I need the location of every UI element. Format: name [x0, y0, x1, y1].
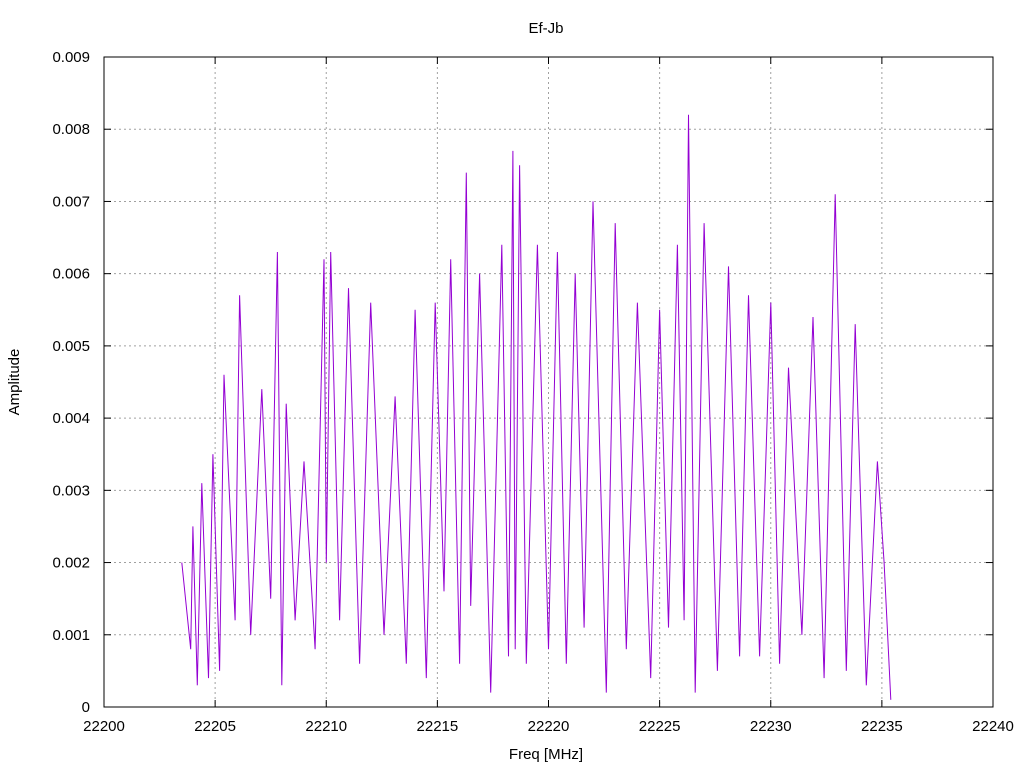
y-tick-label: 0.002: [52, 555, 90, 572]
y-axis-label: Amplitude: [6, 349, 23, 416]
y-tick-label: 0.009: [52, 49, 90, 66]
x-tick-label: 22225: [639, 718, 681, 735]
y-tick-label: 0.001: [52, 627, 90, 644]
x-tick-label: 22215: [417, 718, 459, 735]
chart-title: Ef-Jb: [528, 20, 563, 37]
x-tick-label: 22230: [750, 718, 792, 735]
x-tick-label: 22235: [861, 718, 903, 735]
x-tick-label: 22240: [972, 718, 1014, 735]
series-area: [181, 114, 892, 700]
x-tick-label: 22200: [83, 718, 125, 735]
y-tick-label: 0.007: [52, 193, 90, 210]
y-tick-label: 0.005: [52, 338, 90, 355]
series-line: [181, 114, 892, 700]
x-tick-label: 22205: [194, 718, 236, 735]
y-tick-label: 0.003: [52, 482, 90, 499]
y-tick-label: 0.004: [52, 410, 90, 427]
x-axis-label: Freq [MHz]: [509, 746, 583, 763]
ticks: 22200 22205 22210 22215 22220 22225 22230 22235…: [52, 49, 1013, 735]
x-tick-label: 22220: [528, 718, 570, 735]
x-tick-label: 22210: [305, 718, 347, 735]
y-tick-label: 0: [82, 699, 90, 716]
y-tick-label: 0.006: [52, 266, 90, 283]
y-tick-label: 0.008: [52, 121, 90, 138]
grid: [104, 57, 993, 707]
